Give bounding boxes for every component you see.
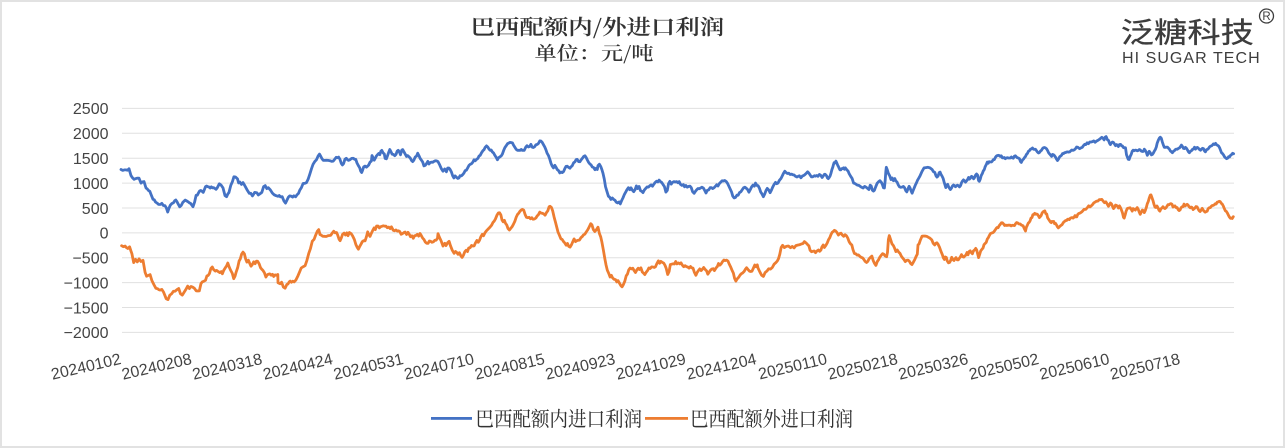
svg-text:20240318: 20240318: [191, 351, 264, 384]
svg-text:1500: 1500: [73, 151, 109, 168]
svg-text:20250718: 20250718: [1109, 351, 1182, 384]
svg-text:20250110: 20250110: [757, 351, 829, 383]
svg-text:20240923: 20240923: [544, 351, 617, 384]
svg-text:20250502: 20250502: [967, 351, 1040, 384]
svg-text:2500: 2500: [73, 101, 109, 118]
svg-text:20240424: 20240424: [261, 351, 334, 384]
svg-text:20250218: 20250218: [826, 351, 899, 384]
svg-text:0: 0: [100, 226, 109, 243]
svg-text:20240102: 20240102: [50, 351, 123, 384]
svg-text:20250326: 20250326: [897, 351, 970, 384]
svg-text:20250610: 20250610: [1038, 351, 1111, 384]
svg-text:20241204: 20241204: [685, 351, 758, 384]
svg-text:HI SUGAR TECH: HI SUGAR TECH: [1122, 50, 1261, 67]
svg-text:20240531: 20240531: [332, 351, 405, 384]
svg-text:R: R: [1262, 11, 1270, 23]
svg-text:500: 500: [82, 201, 109, 218]
svg-text:−1500: −1500: [64, 300, 109, 317]
svg-text:1000: 1000: [73, 176, 109, 193]
svg-text:20240710: 20240710: [403, 351, 476, 384]
svg-text:20241029: 20241029: [614, 351, 687, 384]
svg-text:2000: 2000: [73, 126, 109, 143]
svg-text:20240208: 20240208: [120, 351, 193, 384]
svg-text:−2000: −2000: [64, 325, 109, 342]
svg-text:−500: −500: [72, 251, 108, 268]
svg-text:−1000: −1000: [64, 275, 109, 292]
svg-text:20240815: 20240815: [473, 351, 546, 384]
